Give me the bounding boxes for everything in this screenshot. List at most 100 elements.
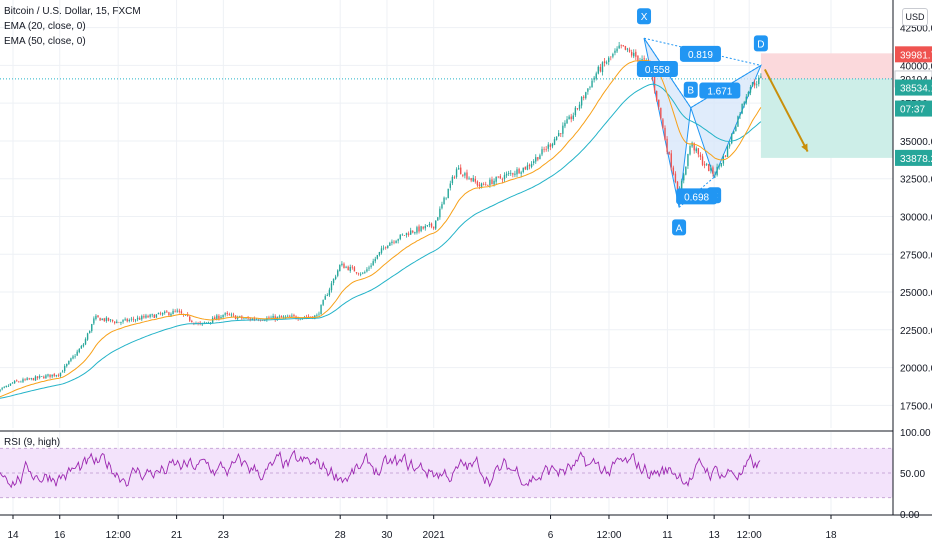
candle-body [136, 317, 139, 320]
candle-body [20, 381, 22, 383]
price-tick-label: 20000.00 [900, 364, 932, 375]
candle-body [113, 321, 116, 324]
candle-body [368, 267, 370, 269]
price-badge-text: 38534.10 [900, 84, 932, 95]
candle-body [207, 322, 210, 323]
candle-body [697, 148, 700, 155]
candle-body [601, 62, 604, 73]
candle-body [405, 232, 408, 235]
candle-body [751, 82, 754, 87]
time-tick-label: 12:00 [106, 530, 131, 541]
candle-body [541, 149, 543, 155]
rsi-tick-label: 100.00 [900, 428, 931, 439]
candle-body [230, 314, 233, 316]
price-tick-label: 40000.00 [900, 61, 932, 72]
candle-body [514, 173, 516, 175]
candle-body [422, 226, 424, 229]
candle-body [349, 266, 351, 271]
candle-body [689, 146, 691, 155]
projection-arrow [763, 68, 809, 152]
candle-body [34, 376, 37, 381]
candle-body [743, 102, 745, 105]
candle-body [443, 197, 445, 205]
candle-body [574, 107, 577, 116]
candle-body [526, 165, 529, 170]
candle-body [309, 316, 312, 318]
candle-body [157, 312, 160, 315]
currency-button[interactable]: USD [902, 8, 928, 26]
candle-body [43, 376, 45, 379]
candle-body [407, 233, 410, 235]
stop-loss-zone [760, 53, 893, 79]
candle-body [528, 164, 531, 167]
candle-body [97, 315, 99, 318]
candle-body [30, 378, 33, 379]
candle-body [326, 295, 329, 296]
candle-body [432, 226, 435, 229]
candle-body [353, 267, 356, 272]
candle-body [382, 247, 385, 249]
candle-body [141, 316, 143, 320]
candle-body [351, 266, 354, 268]
price-badge: 07:37 [895, 100, 932, 117]
candle-body [1, 388, 3, 390]
price-badge: 38534.10 [895, 79, 932, 96]
candle-body [687, 154, 689, 166]
candle-body [735, 126, 737, 132]
candle-body [372, 261, 374, 266]
candle-body [49, 374, 51, 377]
candle-body [120, 322, 122, 324]
candle-body [401, 234, 404, 236]
candle-body [11, 382, 14, 384]
pattern-ratio-xb: 0.558 [636, 60, 678, 77]
candle-body [209, 322, 212, 323]
candle-body [168, 312, 170, 316]
candle-body [643, 58, 645, 60]
candle-body [545, 149, 547, 150]
ema50-legend[interactable]: EMA (50, close, 0) [4, 36, 86, 47]
time-tick-label: 6 [548, 530, 554, 541]
candle-body [59, 372, 62, 377]
candle-body [391, 241, 393, 244]
candle-body [293, 315, 295, 317]
candle-body [620, 44, 622, 46]
candle-body [397, 239, 399, 241]
candle-body [362, 272, 364, 274]
candle-body [485, 184, 487, 186]
candle-body [395, 240, 397, 244]
candle-body [426, 225, 429, 226]
candle-body [409, 230, 412, 235]
time-tick-label: 13 [709, 530, 721, 541]
symbol-label[interactable]: Bitcoin / U.S. Dollar, 15, FXCM [4, 6, 141, 17]
rsi-legend[interactable]: RSI (9, high) [4, 437, 61, 448]
candle-body [249, 318, 251, 320]
candle-body [32, 378, 35, 381]
candle-body [430, 223, 433, 227]
candle-body [332, 278, 335, 283]
candle-body [291, 315, 293, 317]
candle-body [480, 183, 483, 187]
candle-body [272, 315, 274, 318]
pattern-ratio-xd-bg [679, 45, 721, 62]
candle-body [741, 103, 743, 114]
candle-body [587, 88, 589, 92]
ema20-legend[interactable]: EMA (20, close, 0) [4, 21, 86, 32]
time-tick-label: 12:00 [596, 530, 621, 541]
candle-body [78, 349, 80, 353]
candle-body [616, 48, 618, 52]
candle-body [468, 178, 470, 180]
candle-body [701, 156, 704, 165]
candle-body [41, 376, 43, 377]
candle-body [714, 174, 716, 176]
candle-body [462, 174, 464, 176]
price-badge-bg [895, 79, 932, 96]
candle-body [26, 378, 28, 380]
candle-body [384, 247, 387, 248]
candle-body [739, 113, 741, 116]
candle-body [189, 316, 191, 321]
price-tick-label: 42500.00 [900, 24, 932, 35]
candle-body [170, 313, 172, 316]
candle-body [618, 45, 620, 49]
